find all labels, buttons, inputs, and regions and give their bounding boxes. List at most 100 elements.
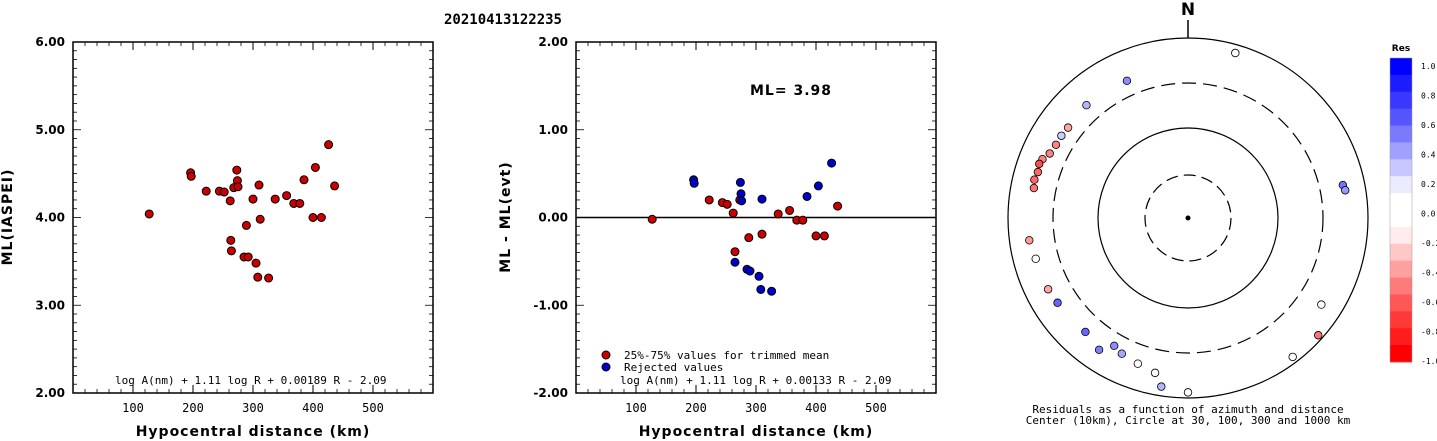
- station-marker: [1043, 285, 1053, 294]
- data-point: [255, 214, 265, 224]
- station-marker: [1314, 331, 1323, 340]
- data-point: [330, 181, 340, 191]
- station-marker: [1183, 388, 1193, 397]
- y-tick-label: -1.00: [533, 298, 568, 312]
- station-marker: [1231, 48, 1240, 58]
- station-marker: [1045, 149, 1054, 158]
- colorbar-swatch: [1390, 328, 1412, 346]
- colorbar-tick-label: 0.8: [1421, 92, 1436, 101]
- data-point: [324, 140, 334, 150]
- station-marker: [1063, 123, 1073, 132]
- station-marker: [1288, 352, 1297, 362]
- colorbar-swatch: [1390, 226, 1412, 245]
- data-point: [730, 257, 740, 267]
- station-marker: [1133, 359, 1143, 368]
- x-tick-label: 400: [805, 401, 827, 415]
- colorbar-title: Res: [1392, 44, 1410, 54]
- data-point: [282, 191, 292, 201]
- ml-annotation: ML= 3.98: [750, 83, 832, 99]
- data-point: [233, 182, 243, 192]
- colorbar-tick-label: -0.4: [1421, 269, 1437, 278]
- data-point: [767, 286, 777, 296]
- data-point: [735, 177, 745, 187]
- data-point: [745, 266, 755, 276]
- data-point: [833, 201, 843, 211]
- epicenter-dot: [1185, 215, 1191, 221]
- ring-1000km: [1007, 37, 1369, 399]
- data-point: [722, 199, 732, 209]
- colorbar-swatch: [1390, 345, 1412, 363]
- colorbar-tick-label: 0.2: [1421, 180, 1436, 189]
- colorbar-swatch: [1390, 58, 1412, 76]
- x-tick-label: 100: [122, 401, 144, 415]
- data-point: [201, 186, 211, 196]
- station-marker: [1341, 186, 1350, 195]
- station-marker: [1051, 140, 1061, 150]
- y-axis-label-1: ML(IASPEI): [0, 169, 16, 266]
- data-point: [219, 187, 229, 197]
- page-title: 20210413122235: [444, 12, 562, 28]
- colorbar-ticks: 1.0 0.8 0.6 0.4 0.2 0.0 -0.2 -0.4 -0.6 -0.8 -1.0: [1421, 62, 1437, 366]
- x-tick-label: 200: [685, 401, 707, 415]
- data-point: [264, 273, 274, 283]
- station-marker: [1035, 159, 1044, 169]
- data-point: [819, 231, 829, 241]
- y-tick-label: 1.00: [538, 123, 568, 137]
- data-point: [757, 194, 767, 204]
- chart-ml-iaspei: 100 200 300 400 500 2.00 3.00 4.00 5.00 6.00 log …: [0, 35, 434, 440]
- data-point: [827, 158, 837, 168]
- data-point: [316, 213, 326, 222]
- chart-residual-map: N Residuals as a function of azimuth and…: [1007, 0, 1369, 427]
- colorbar-tick-label: 0.6: [1421, 121, 1436, 130]
- y-tick-label: 5.00: [35, 123, 65, 137]
- station-marker: [1033, 167, 1043, 177]
- y-axis-label-2: ML - ML(evt): [498, 161, 514, 272]
- formula-2: log A(nm) + 1.11 log R + 0.00133 R - 2.0…: [620, 374, 892, 387]
- data-point: [813, 181, 823, 191]
- station-marker: [1031, 254, 1040, 264]
- colorbar-swatch: [1390, 294, 1412, 312]
- y-tick-label: 6.00: [35, 35, 65, 49]
- data-point: [798, 215, 808, 225]
- data-point: [226, 235, 236, 245]
- legend: 25%-75% values for trimmed mean Rejected…: [601, 349, 829, 374]
- station-marker: [1081, 327, 1090, 337]
- colorbar-swatch: [1390, 142, 1412, 160]
- data-point: [757, 229, 767, 239]
- colorbar-tick-label: 0.4: [1421, 151, 1436, 160]
- colorbar-swatch: [1390, 193, 1412, 211]
- station-marker: [1150, 368, 1160, 378]
- colorbar-tick-label: -0.6: [1421, 298, 1437, 307]
- data-point: [773, 209, 783, 219]
- points-2: [647, 158, 843, 296]
- station-marker: [1117, 349, 1127, 358]
- x-axis-label-2: Hypocentral distance (km): [639, 424, 874, 440]
- x-tick-label: 100: [625, 401, 647, 415]
- legend-label-trimmed: 25%-75% values for trimmed mean: [624, 349, 829, 362]
- colorbar-swatch: [1390, 311, 1412, 329]
- station-marker: [1082, 101, 1091, 110]
- data-point: [308, 213, 318, 222]
- colorbar-tick-label: -0.8: [1421, 328, 1437, 337]
- data-point: [225, 196, 235, 206]
- ring-30km: [1144, 174, 1232, 262]
- data-point: [756, 284, 766, 294]
- colorbar-swatch: [1390, 176, 1412, 194]
- x-tick-label: 200: [182, 401, 204, 415]
- ticks-2: 100 200 300 400 500 -2.00 -1.00 0.00 1.00 2.00: [533, 35, 936, 415]
- y-tick-label: 2.00: [538, 35, 568, 49]
- map-caption-line2: Center (10km), Circle at 30, 100, 300 an…: [1026, 414, 1351, 427]
- y-tick-label: -2.00: [533, 386, 568, 400]
- data-point: [730, 247, 740, 257]
- x-tick-label: 500: [362, 401, 384, 415]
- y-tick-label: 2.00: [35, 386, 65, 400]
- data-point: [704, 195, 714, 205]
- formula-1: log A(nm) + 1.11 log R + 0.00189 R - 2.0…: [115, 374, 387, 387]
- legend-marker-trimmed: [601, 350, 611, 360]
- colorbar-tick-label: 0.0: [1421, 210, 1436, 219]
- station-marker: [1157, 382, 1166, 391]
- data-point: [785, 205, 795, 215]
- data-point: [299, 175, 309, 185]
- legend-label-rejected: Rejected values: [624, 361, 723, 374]
- data-point: [186, 171, 196, 181]
